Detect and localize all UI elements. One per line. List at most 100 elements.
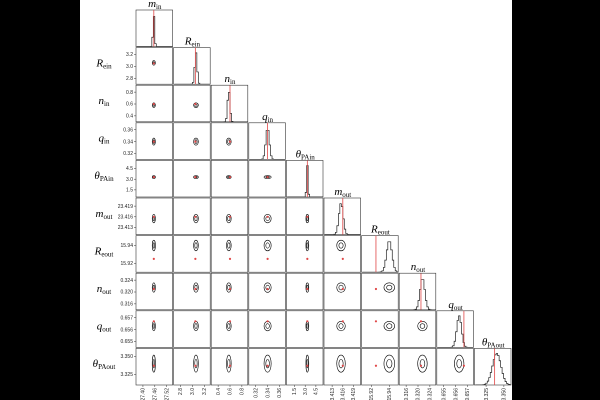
truth-point <box>266 257 269 260</box>
panel <box>361 310 399 348</box>
truth-point <box>462 364 466 367</box>
panel-content <box>336 239 346 260</box>
panel-content <box>336 320 346 332</box>
x-tick-label: 0.320 <box>416 388 422 400</box>
parameter-label: θPAout <box>482 336 505 349</box>
truth-point <box>228 320 232 323</box>
parameter-label: nin <box>99 95 110 108</box>
panel-content <box>305 239 310 260</box>
contour <box>227 284 231 291</box>
panel <box>173 160 211 198</box>
histogram <box>325 203 361 235</box>
contour <box>454 354 465 373</box>
panel <box>286 160 324 198</box>
panel-content <box>226 137 232 146</box>
contour <box>226 239 232 252</box>
panel <box>210 84 249 123</box>
panel <box>286 348 324 386</box>
y-tick-label: 15.94 <box>120 243 133 249</box>
contour <box>265 359 270 369</box>
x-tick-label: 27.46 <box>153 388 159 400</box>
contour <box>152 359 155 369</box>
panel-content <box>400 273 436 310</box>
truth-point <box>152 364 155 367</box>
panel-content <box>374 354 395 373</box>
truth-point <box>374 287 378 291</box>
contour <box>151 60 156 66</box>
panel <box>210 310 249 348</box>
panel-content <box>226 320 232 332</box>
panel <box>173 272 211 311</box>
panel-content <box>374 282 395 293</box>
parameter-label: Reout <box>94 245 114 258</box>
truth-point <box>152 140 155 143</box>
label-subscript: in <box>268 116 274 124</box>
contour <box>336 282 346 293</box>
panel <box>248 272 286 311</box>
panel <box>135 235 173 273</box>
truth-point <box>194 364 197 367</box>
label-symbol: m <box>148 0 156 10</box>
contour <box>305 282 310 293</box>
panel <box>398 272 437 311</box>
panel-content <box>249 122 286 160</box>
truth-point <box>194 257 197 260</box>
contour <box>383 282 395 293</box>
label-subscript: out <box>342 191 351 199</box>
x-tick-label: 3.0 <box>190 388 196 395</box>
panel <box>361 235 399 273</box>
label-symbol: q <box>99 133 105 145</box>
contour <box>336 239 346 252</box>
panel-content <box>226 214 232 224</box>
parameter-label: Reout <box>370 224 390 237</box>
contour <box>151 239 156 252</box>
truth-point <box>374 320 378 323</box>
contour <box>226 137 232 146</box>
x-tick-label: 0.32 <box>253 388 259 398</box>
panel <box>135 310 173 348</box>
x-tick-label: 15.92 <box>369 388 375 400</box>
parameter-label: θPAin <box>94 170 114 183</box>
truth-point <box>152 320 155 323</box>
label-subscript: ein <box>103 62 112 70</box>
parameter-label: qout <box>448 299 463 312</box>
panel <box>248 235 286 273</box>
label-symbol: m <box>96 208 104 220</box>
panel-content <box>151 137 156 146</box>
contour <box>227 323 231 329</box>
contour <box>305 214 310 224</box>
contour <box>306 323 309 329</box>
y-tick-label: 0.36 <box>123 127 133 133</box>
label-symbol: θ <box>93 358 99 370</box>
panel-content <box>193 320 199 332</box>
x-tick-label: 0.4 <box>216 388 222 395</box>
panel-content <box>193 175 199 179</box>
truth-point <box>228 140 232 143</box>
truth-point <box>419 320 423 323</box>
truth-point <box>306 215 309 218</box>
truth-point <box>266 287 269 291</box>
parameter-label: θPAin <box>296 148 316 161</box>
panel-content <box>174 47 211 85</box>
truth-point <box>341 257 344 260</box>
contour <box>338 284 344 291</box>
parameter-label: min <box>148 0 162 11</box>
contour <box>194 242 198 249</box>
parameter-label: Rein <box>95 57 112 70</box>
x-tick-label: 23.416 <box>341 388 347 400</box>
histogram <box>212 91 248 122</box>
panel-content <box>417 320 428 332</box>
contour <box>194 359 198 369</box>
panel-content <box>336 354 346 373</box>
histogram <box>287 165 323 197</box>
panel-content <box>454 354 466 373</box>
truth-point <box>266 364 269 367</box>
panel <box>135 9 173 47</box>
truth-point <box>228 175 232 179</box>
truth-point <box>194 287 197 291</box>
parameter-label: nin <box>225 73 236 86</box>
panel <box>436 348 474 386</box>
panel-content <box>151 354 156 373</box>
y-tick-label: 3.0 <box>126 64 133 70</box>
x-tick-label: 27.40 <box>141 388 147 400</box>
